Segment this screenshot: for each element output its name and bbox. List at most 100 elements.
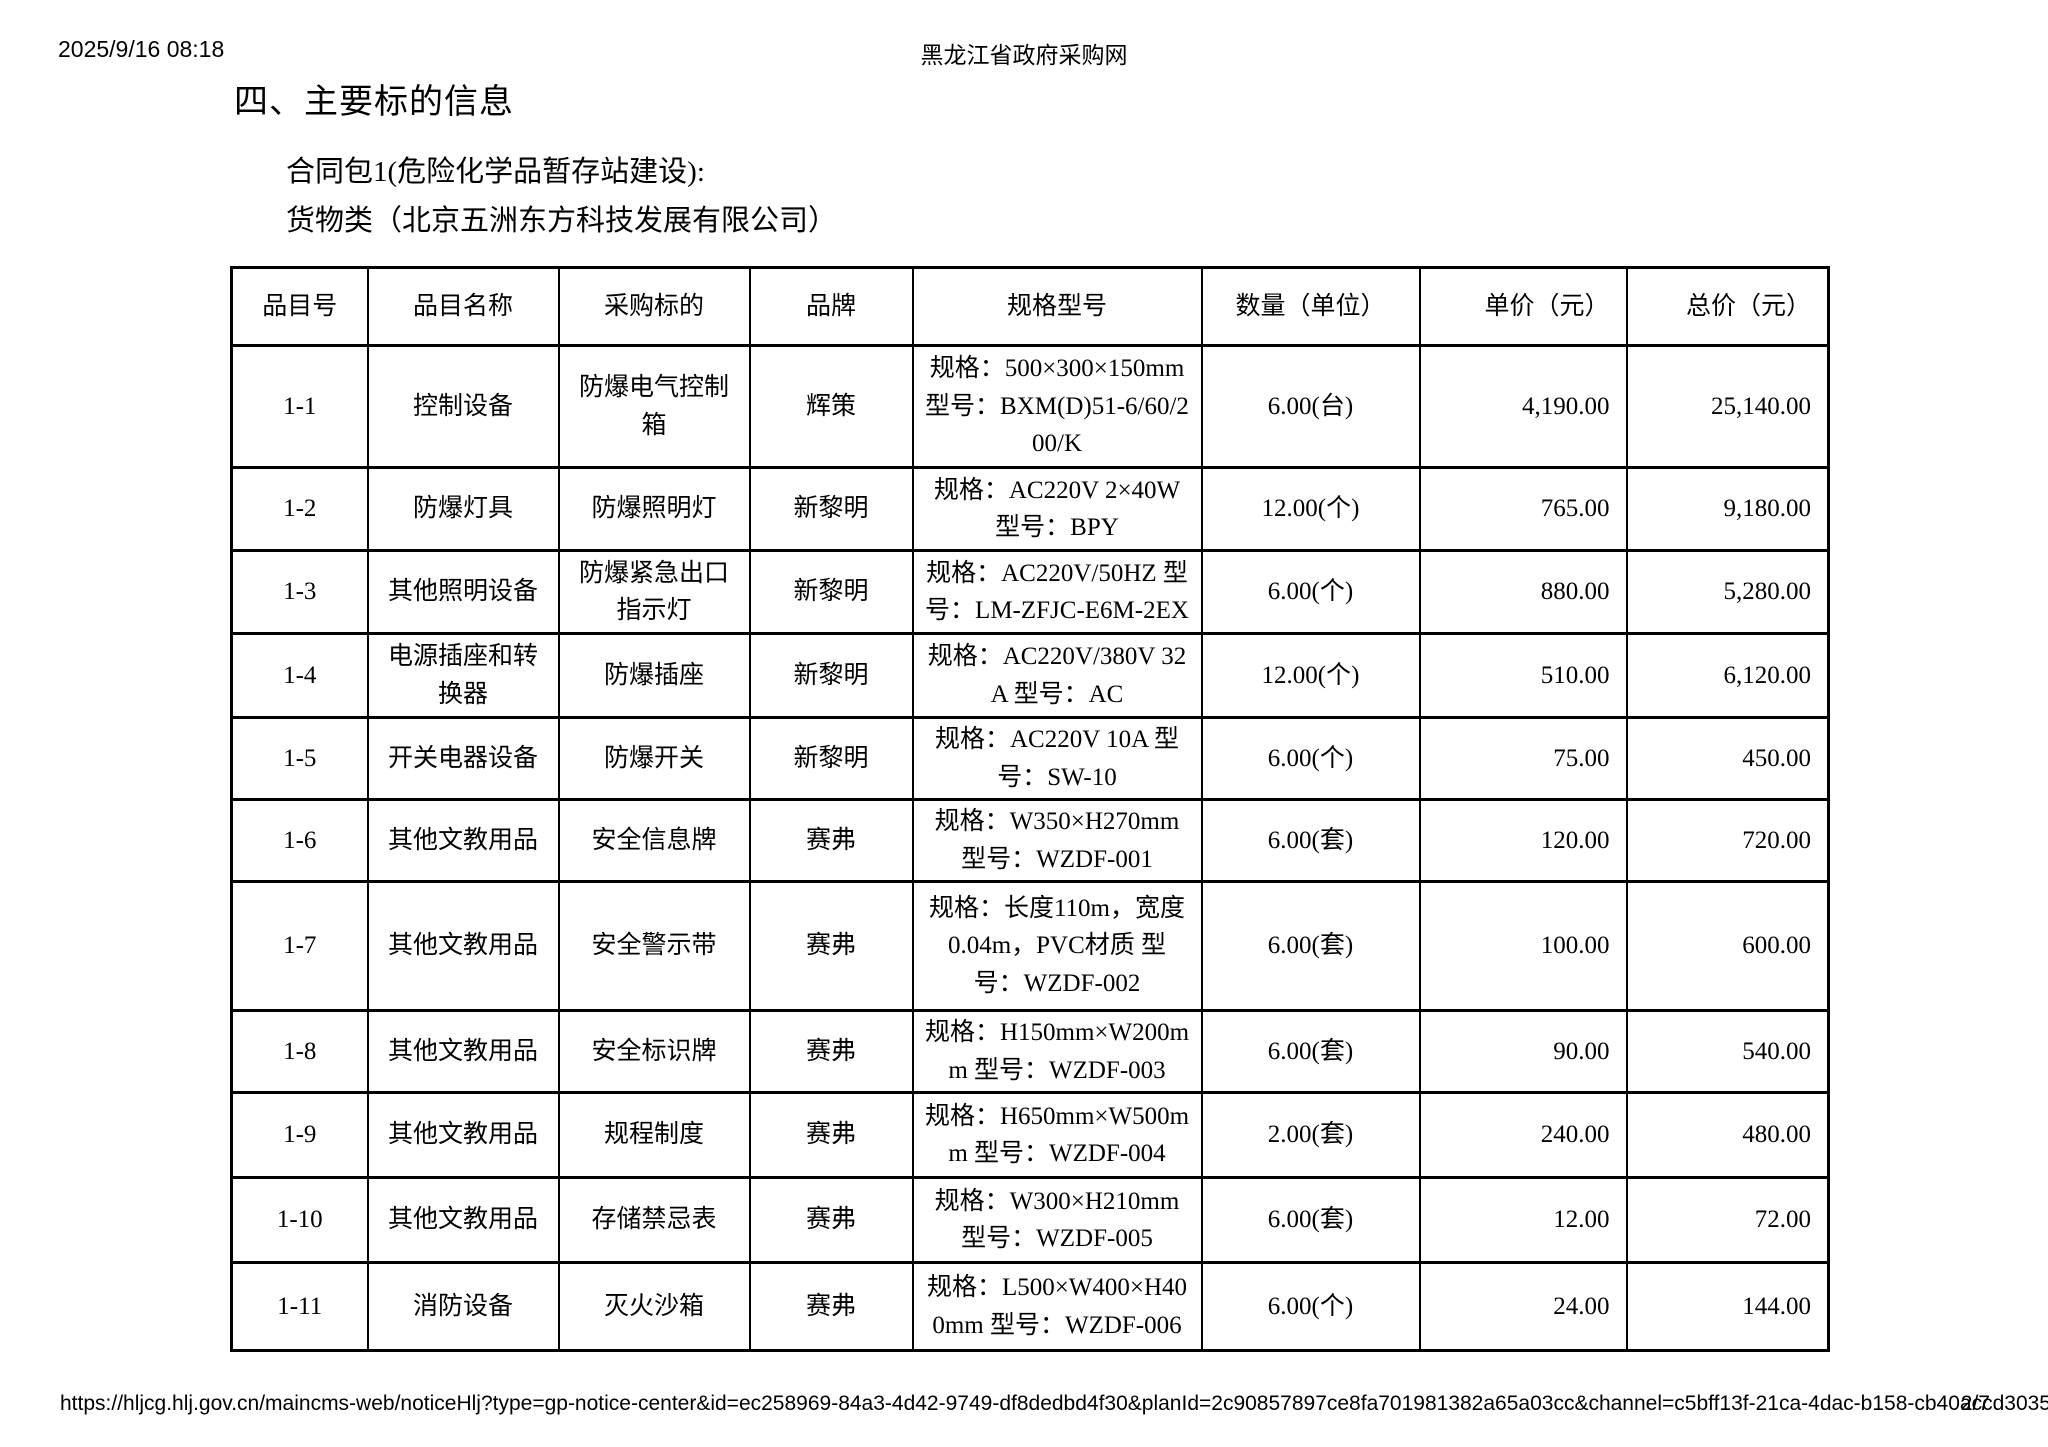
- cell-procurement-target: 安全标识牌: [557, 1009, 751, 1094]
- site-title: 黑龙江省政府采购网: [920, 42, 1128, 68]
- cell-unit-price: 12.00: [1418, 1176, 1628, 1264]
- cell-item-no: 1-7: [230, 880, 369, 1012]
- cell-brand: 新黎明: [748, 549, 914, 635]
- cell-quantity: 6.00(套): [1200, 880, 1421, 1012]
- cell-spec-model: 规格：H150mm×W200mm 型号：WZDF-003: [911, 1009, 1203, 1094]
- cell-item-no: 1-8: [230, 1009, 369, 1094]
- cell-spec-model: 规格：AC220V/50HZ 型号：LM-ZFJC-E6M-2EX: [911, 549, 1203, 635]
- cell-item-name: 其他文教用品: [366, 1091, 560, 1179]
- col-header-unit-price: 单价（元）: [1418, 266, 1628, 347]
- table-header-row: 品目号 品目名称 采购标的 品牌 规格型号 数量（单位） 单价（元） 总价（元）: [230, 266, 1830, 347]
- cell-procurement-target: 安全信息牌: [557, 798, 751, 883]
- cell-unit-price: 4,190.00: [1418, 344, 1628, 469]
- cell-spec-model: 规格：W300×H210mm 型号：WZDF-005: [911, 1176, 1203, 1264]
- cell-quantity: 6.00(个): [1200, 716, 1421, 801]
- cell-total-price: 540.00: [1625, 1009, 1830, 1094]
- cell-brand: 赛弗: [748, 1091, 914, 1179]
- cell-brand: 赛弗: [748, 1176, 914, 1264]
- table-row: 1-10 其他文教用品 存储禁忌表 赛弗 规格：W300×H210mm 型号：W…: [230, 1176, 1830, 1264]
- cell-total-price: 480.00: [1625, 1091, 1830, 1179]
- cell-unit-price: 765.00: [1418, 466, 1628, 552]
- table-row: 1-9 其他文教用品 规程制度 赛弗 规格：H650mm×W500mm 型号：W…: [230, 1091, 1830, 1179]
- cell-total-price: 144.00: [1625, 1261, 1830, 1352]
- cell-spec-model: 规格：AC220V/380V 32A 型号：AC: [911, 632, 1203, 719]
- col-header-item-name: 品目名称: [366, 266, 560, 347]
- cell-quantity: 6.00(台): [1200, 344, 1421, 469]
- cell-procurement-target: 防爆照明灯: [557, 466, 751, 552]
- col-header-brand: 品牌: [748, 266, 914, 347]
- cell-brand: 新黎明: [748, 632, 914, 719]
- cell-unit-price: 510.00: [1418, 632, 1628, 719]
- cell-unit-price: 100.00: [1418, 880, 1628, 1012]
- cell-item-name: 其他文教用品: [366, 880, 560, 1012]
- col-header-spec-model: 规格型号: [911, 266, 1203, 347]
- cell-brand: 新黎明: [748, 466, 914, 552]
- table-row: 1-1 控制设备 防爆电气控制箱 辉策 规格：500×300×150mm 型号：…: [230, 344, 1830, 469]
- cell-total-price: 720.00: [1625, 798, 1830, 883]
- cell-unit-price: 75.00: [1418, 716, 1628, 801]
- cell-spec-model: 规格：W350×H270mm 型号：WZDF-001: [911, 798, 1203, 883]
- cell-item-name: 其他文教用品: [366, 1176, 560, 1264]
- col-header-total-price: 总价（元）: [1625, 266, 1830, 347]
- cell-brand: 赛弗: [748, 880, 914, 1012]
- cell-unit-price: 90.00: [1418, 1009, 1628, 1094]
- cell-total-price: 9,180.00: [1625, 466, 1830, 552]
- cell-item-name: 其他照明设备: [366, 549, 560, 635]
- cell-total-price: 5,280.00: [1625, 549, 1830, 635]
- cell-unit-price: 880.00: [1418, 549, 1628, 635]
- print-timestamp: 2025/9/16 08:18: [58, 36, 225, 62]
- cell-spec-model: 规格：500×300×150mm 型号：BXM(D)51-6/60/200/K: [911, 344, 1203, 469]
- cell-spec-model: 规格：AC220V 10A 型号：SW-10: [911, 716, 1203, 801]
- cell-total-price: 25,140.00: [1625, 344, 1830, 469]
- cell-item-no: 1-3: [230, 549, 369, 635]
- table-row: 1-5 开关电器设备 防爆开关 新黎明 规格：AC220V 10A 型号：SW-…: [230, 716, 1830, 801]
- cell-total-price: 450.00: [1625, 716, 1830, 801]
- cell-item-name: 开关电器设备: [366, 716, 560, 801]
- footer-url: https://hljcg.hlj.gov.cn/maincms-web/not…: [60, 1392, 2048, 1415]
- cell-quantity: 6.00(套): [1200, 1176, 1421, 1264]
- cell-quantity: 12.00(个): [1200, 466, 1421, 552]
- cell-item-name: 其他文教用品: [366, 1009, 560, 1094]
- cell-item-name: 防爆灯具: [366, 466, 560, 552]
- col-header-quantity: 数量（单位）: [1200, 266, 1421, 347]
- cell-procurement-target: 安全警示带: [557, 880, 751, 1012]
- contract-package-line: 合同包1(危险化学品暂存站建设):: [286, 156, 705, 188]
- cell-item-no: 1-11: [230, 1261, 369, 1352]
- cell-spec-model: 规格：H650mm×W500mm 型号：WZDF-004: [911, 1091, 1203, 1179]
- cell-spec-model: 规格：长度110m，宽度0.04m，PVC材质 型号：WZDF-002: [911, 880, 1203, 1012]
- col-header-item-no: 品目号: [230, 266, 369, 347]
- cell-spec-model: 规格：L500×W400×H400mm 型号：WZDF-006: [911, 1261, 1203, 1352]
- cell-total-price: 6,120.00: [1625, 632, 1830, 719]
- cell-procurement-target: 规程制度: [557, 1091, 751, 1179]
- cell-quantity: 6.00(个): [1200, 1261, 1421, 1352]
- cell-quantity: 6.00(个): [1200, 549, 1421, 635]
- cell-total-price: 72.00: [1625, 1176, 1830, 1264]
- cell-brand: 赛弗: [748, 1009, 914, 1094]
- footer-page-number: 2/7: [1960, 1392, 1990, 1415]
- cell-quantity: 6.00(套): [1200, 798, 1421, 883]
- section-heading: 四、主要标的信息: [234, 84, 514, 121]
- cell-item-name: 电源插座和转换器: [366, 632, 560, 719]
- cell-procurement-target: 防爆插座: [557, 632, 751, 719]
- cell-item-name: 控制设备: [366, 344, 560, 469]
- cell-item-no: 1-9: [230, 1091, 369, 1179]
- items-table: 品目号 品目名称 采购标的 品牌 规格型号 数量（单位） 单价（元） 总价（元）…: [230, 266, 1830, 1352]
- table-row: 1-11 消防设备 灭火沙箱 赛弗 规格：L500×W400×H400mm 型号…: [230, 1261, 1830, 1352]
- cell-total-price: 600.00: [1625, 880, 1830, 1012]
- table-row: 1-7 其他文教用品 安全警示带 赛弗 规格：长度110m，宽度0.04m，PV…: [230, 880, 1830, 1012]
- cell-brand: 赛弗: [748, 798, 914, 883]
- cell-unit-price: 24.00: [1418, 1261, 1628, 1352]
- table-row: 1-4 电源插座和转换器 防爆插座 新黎明 规格：AC220V/380V 32A…: [230, 632, 1830, 719]
- cell-unit-price: 240.00: [1418, 1091, 1628, 1179]
- cell-brand: 辉策: [748, 344, 914, 469]
- cell-procurement-target: 防爆开关: [557, 716, 751, 801]
- cell-item-no: 1-1: [230, 344, 369, 469]
- cell-brand: 新黎明: [748, 716, 914, 801]
- cell-item-name: 消防设备: [366, 1261, 560, 1352]
- cell-brand: 赛弗: [748, 1261, 914, 1352]
- cell-procurement-target: 灭火沙箱: [557, 1261, 751, 1352]
- cell-procurement-target: 存储禁忌表: [557, 1176, 751, 1264]
- cell-item-no: 1-10: [230, 1176, 369, 1264]
- cell-unit-price: 120.00: [1418, 798, 1628, 883]
